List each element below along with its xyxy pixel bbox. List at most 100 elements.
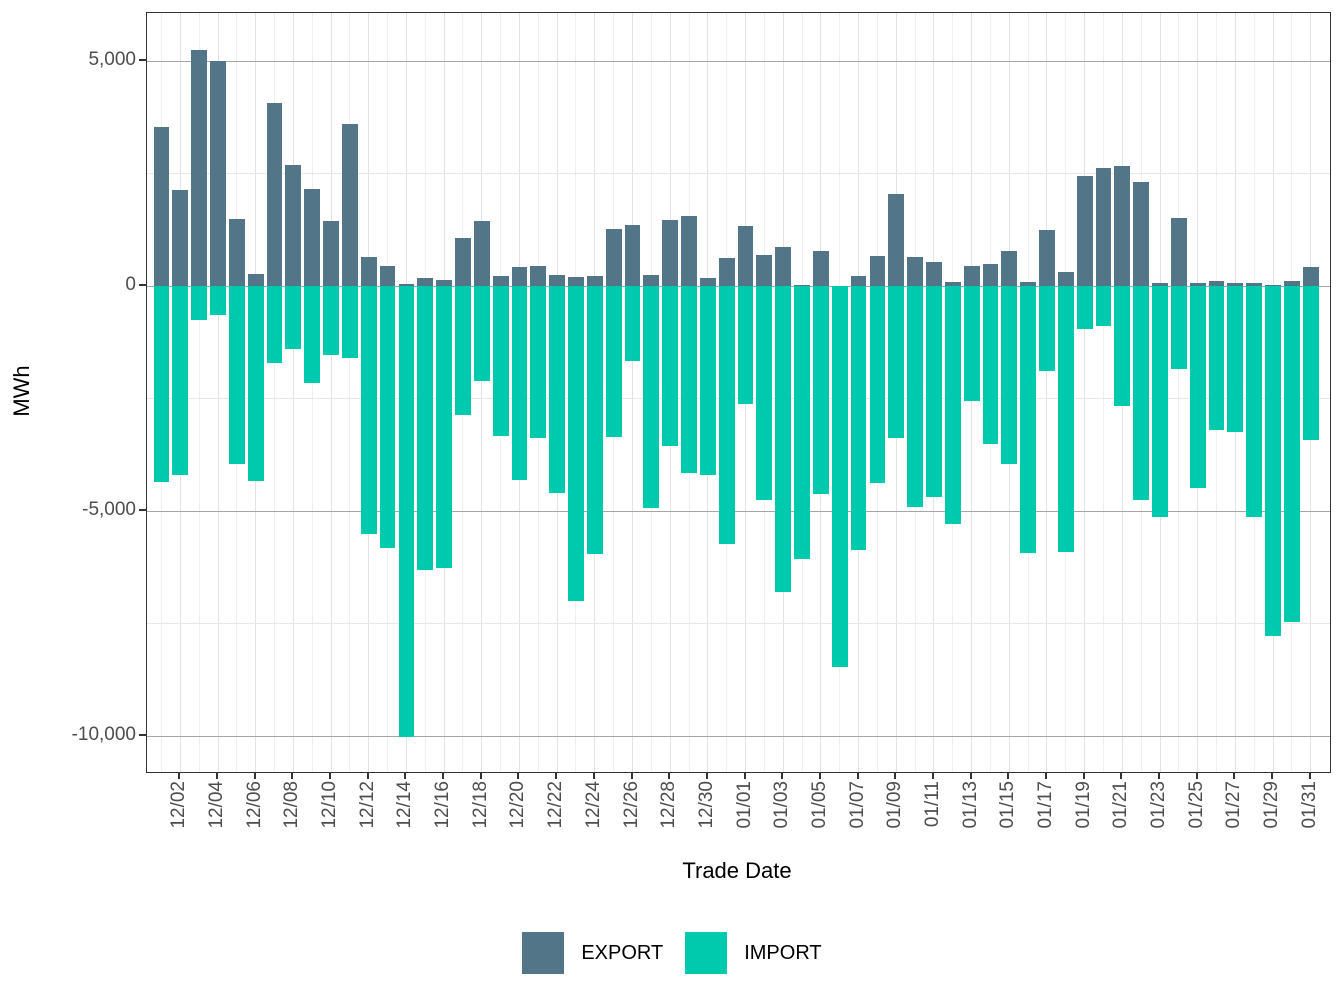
bar-export-12/10	[323, 221, 339, 286]
bar-import-12/08	[285, 286, 302, 349]
bar-export-01/16	[1020, 281, 1037, 286]
x-tick-mark	[517, 772, 520, 779]
bar-import-12/21	[530, 286, 547, 438]
x-tick-mark	[1044, 772, 1047, 779]
bar-export-01/05	[813, 250, 829, 286]
bar-export-01/12	[944, 281, 961, 286]
x-tick-label: 12/04	[206, 781, 228, 829]
bar-export-01/02	[756, 254, 773, 286]
import-swatch-icon	[685, 932, 728, 974]
bar-export-01/18	[1057, 272, 1074, 286]
x-tick-mark	[1007, 772, 1010, 779]
bar-import-12/07	[266, 286, 283, 364]
bar-import-12/20	[511, 286, 528, 480]
bar-import-12/29	[681, 286, 697, 473]
bar-import-12/14	[398, 286, 415, 737]
bar-import-12/27	[643, 286, 660, 508]
bar-import-01/31	[1302, 286, 1319, 441]
bar-export-01/20	[1095, 167, 1112, 286]
bar-import-12/15	[417, 286, 434, 570]
bar-import-01/10	[907, 286, 923, 507]
gridline-x-minor	[274, 13, 276, 772]
x-tick-label: 12/12	[356, 781, 378, 829]
x-tick-mark	[818, 772, 821, 779]
x-tick-mark	[592, 772, 595, 779]
bar-export-01/23	[1152, 282, 1168, 286]
y-axis-title: MWh	[9, 365, 34, 417]
y-tick-mark	[139, 509, 146, 511]
bar-export-12/06	[247, 274, 264, 286]
x-tick-label: 01/29	[1261, 781, 1283, 829]
x-tick-label: 12/20	[507, 781, 529, 829]
x-tick-label: 01/27	[1223, 781, 1245, 829]
bar-import-01/28	[1246, 286, 1263, 517]
bar-import-12/10	[323, 286, 339, 356]
bar-import-01/03	[775, 286, 792, 592]
bar-import-01/15	[1001, 286, 1018, 464]
x-tick-label: 01/31	[1298, 781, 1320, 829]
y-tick-mark	[139, 59, 146, 61]
bar-export-01/22	[1133, 182, 1150, 286]
bar-export-01/14	[982, 263, 999, 286]
bar-export-01/04	[794, 284, 810, 286]
x-tick-label: 01/19	[1072, 781, 1094, 829]
gridline-y-minor	[147, 173, 1330, 174]
bar-export-12/21	[530, 266, 547, 286]
gridline-y-major	[147, 60, 1330, 62]
bar-import-12/22	[549, 286, 566, 494]
x-tick-label: 12/24	[582, 781, 604, 829]
bar-export-12/27	[643, 275, 660, 286]
y-tick-label: 0	[125, 274, 136, 295]
bar-import-01/25	[1189, 286, 1206, 488]
bar-export-12/28	[662, 219, 679, 286]
bar-import-12/23	[568, 286, 584, 601]
gridline-y-minor	[147, 623, 1330, 624]
bar-export-01/26	[1208, 281, 1225, 286]
x-tick-mark	[442, 772, 445, 779]
bar-export-12/31	[718, 258, 735, 286]
bar-export-12/05	[228, 218, 245, 286]
bar-import-01/30	[1284, 286, 1300, 622]
x-tick-mark	[705, 772, 708, 779]
bar-import-12/30	[699, 286, 716, 475]
bar-export-01/19	[1076, 175, 1093, 286]
bar-import-12/11	[342, 286, 358, 358]
gridline-x-major	[292, 13, 294, 772]
x-tick-label: 01/13	[959, 781, 981, 829]
bar-import-01/07	[850, 286, 867, 551]
gridline-x-major	[330, 13, 332, 772]
legend-item-import: IMPORT	[685, 932, 822, 974]
x-tick-mark	[1158, 772, 1161, 779]
gridline-x-major	[632, 13, 633, 772]
bar-import-12/05	[228, 286, 245, 464]
bar-export-01/29	[1265, 285, 1281, 286]
bar-import-12/09	[304, 286, 321, 384]
x-tick-mark	[216, 772, 219, 779]
x-tick-mark	[1271, 772, 1274, 779]
bar-import-01/18	[1057, 286, 1074, 552]
x-tick-mark	[856, 772, 859, 779]
bar-export-01/25	[1189, 282, 1206, 286]
bar-export-12/19	[492, 276, 509, 286]
bar-export-12/01	[153, 127, 170, 286]
x-tick-mark	[329, 772, 332, 779]
bar-export-12/22	[549, 275, 566, 286]
x-tick-label: 12/02	[168, 781, 190, 829]
x-tick-mark	[1195, 772, 1198, 779]
x-tick-label: 12/16	[432, 781, 454, 829]
bar-export-12/16	[436, 280, 452, 286]
x-tick-label: 01/07	[846, 781, 868, 829]
bar-export-01/30	[1284, 281, 1300, 286]
x-tick-mark	[668, 772, 671, 779]
bar-export-12/11	[342, 124, 358, 286]
bar-export-12/20	[511, 267, 528, 286]
gridline-x-minor	[198, 13, 200, 772]
bar-export-01/11	[926, 262, 942, 286]
x-tick-mark	[1082, 772, 1085, 779]
gridline-x-minor	[1103, 13, 1104, 772]
bar-import-01/08	[869, 286, 886, 483]
gridline-x-major	[217, 13, 219, 772]
gridline-y-major	[147, 510, 1330, 512]
bar-import-12/12	[360, 286, 377, 535]
x-tick-label: 01/01	[733, 781, 755, 829]
